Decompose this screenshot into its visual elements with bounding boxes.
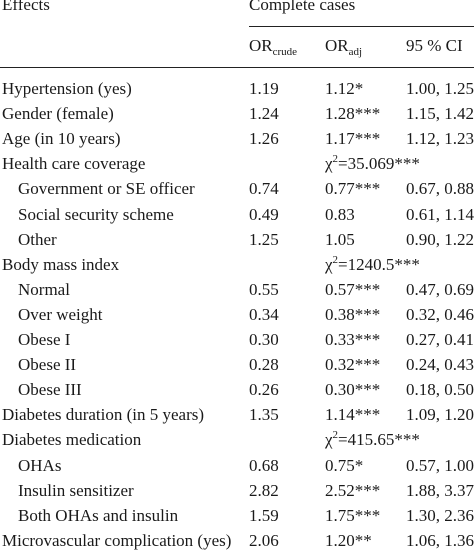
table-row: Health care coverage χ2=35.069*** — [0, 153, 474, 178]
ci-cell: 0.57, 1.00 — [406, 455, 474, 475]
row-label: Social security scheme — [18, 204, 174, 224]
table-row: Obese II 0.28 0.32*** 0.24, 0.43 — [0, 355, 474, 379]
row-label: Over weight — [18, 304, 103, 324]
row-label: Diabetes duration (in 5 years) — [2, 405, 205, 425]
table-row: Hypertension (yes) 1.19 1.12* 1.00, 1.25 — [0, 79, 474, 103]
ci-cell: 1.88, 3.37 — [406, 480, 474, 500]
table-row: Gender (female) 1.24 1.28*** 1.15, 1.42 — [0, 104, 474, 128]
or-crude-cell: 0.74 — [249, 179, 279, 199]
chi-square-stat: χ2=1240.5*** — [325, 253, 420, 274]
table-row: Diabetes duration (in 5 years) 1.35 1.14**… — [0, 405, 474, 429]
or-crude-cell: 0.68 — [249, 455, 279, 475]
row-label: Hypertension (yes) — [2, 79, 132, 98]
or-crude-cell: 0.28 — [249, 355, 279, 375]
table-row: Insulin sensitizer 2.82 2.52*** 1.88, 3.37 — [0, 481, 474, 505]
or-adj-header: ORadj — [325, 36, 363, 58]
table-row: Obese I 0.30 0.33*** 0.27, 0.41 — [0, 330, 474, 354]
or-adj-cell: 1.14*** — [325, 405, 381, 425]
or-adj-cell: 0.77*** — [325, 179, 381, 199]
chi-square-stat: χ2=35.069*** — [325, 153, 420, 174]
ci-cell: 1.06, 1.36 — [406, 530, 474, 550]
or-adj-cell: 2.52*** — [325, 480, 381, 500]
ci-cell: 0.24, 0.43 — [406, 355, 474, 375]
ci-cell: 0.90, 1.22 — [406, 229, 474, 249]
ci-cell: 0.18, 0.50 — [406, 380, 474, 400]
ci-cell: 0.27, 0.41 — [406, 330, 474, 349]
complete-cases-header: Complete cases — [249, 0, 356, 14]
table-row: Other 1.25 1.05 0.90, 1.22 — [0, 230, 474, 254]
row-label: Gender (female) — [2, 104, 114, 124]
table-row: Over weight 0.34 0.38*** 0.32, 0.46 — [0, 305, 474, 329]
row-label: Microvascular complication (yes) — [2, 530, 232, 550]
or-adj-cell: 1.28*** — [325, 104, 381, 124]
row-label: Insulin sensitizer — [18, 480, 134, 500]
or-crude-header: ORcrude — [249, 36, 298, 58]
ci-cell: 0.47, 0.69 — [406, 279, 474, 299]
effects-header: Effects — [2, 0, 50, 14]
or-adj-cell: 0.32*** — [325, 355, 381, 375]
table-row: Body mass index χ2=1240.5*** — [0, 253, 474, 279]
ci-cell: 0.61, 1.14 — [406, 204, 474, 224]
or-crude-cell: 1.19 — [249, 79, 279, 98]
ci-cell: 1.12, 1.23 — [406, 129, 474, 149]
ci-header: 95 % CI — [406, 36, 463, 55]
or-crude-cell: 2.82 — [249, 480, 279, 500]
ci-cell: 0.32, 0.46 — [406, 304, 474, 324]
or-crude-cell: 0.49 — [249, 204, 279, 224]
or-adj-cell: 0.83 — [325, 204, 355, 224]
table-row: Obese III 0.26 0.30*** 0.18, 0.50 — [0, 380, 474, 404]
or-crude-cell: 1.24 — [249, 104, 279, 124]
or-crude-cell: 0.30 — [249, 330, 279, 349]
ci-cell: 1.15, 1.42 — [406, 104, 474, 124]
or-adj-cell: 1.05 — [325, 229, 355, 249]
table-row: Age (in 10 years) 1.26 1.17*** 1.12, 1.23 — [0, 129, 474, 153]
row-label: Obese III — [18, 380, 82, 400]
row-label: Government or SE officer — [18, 179, 195, 199]
or-crude-cell: 0.26 — [249, 380, 279, 400]
table-row: Microvascular complication (yes) 2.06 1.20… — [0, 531, 474, 555]
or-adj-cell: 0.33*** — [325, 330, 381, 349]
table-row: Diabetes medication χ2=415.65*** — [0, 429, 474, 454]
or-adj-cell: 0.38*** — [325, 304, 381, 324]
header-rule — [0, 67, 474, 68]
row-label: Obese II — [18, 355, 77, 375]
or-adj-cell: 1.20** — [325, 530, 372, 550]
ci-cell: 1.09, 1.20 — [406, 405, 474, 425]
or-crude-cell: 1.26 — [249, 129, 279, 149]
or-crude-cell: 1.35 — [249, 405, 279, 425]
table-row: Normal 0.55 0.57*** 0.47, 0.69 — [0, 280, 474, 304]
row-label: Diabetes medication — [2, 430, 142, 450]
or-adj-cell: 1.17*** — [325, 129, 381, 149]
ci-cell: 1.00, 1.25 — [406, 79, 474, 98]
or-crude-cell: 1.59 — [249, 505, 279, 525]
or-adj-cell: 0.30*** — [325, 380, 381, 400]
chi-square-stat: χ2=415.65*** — [325, 429, 420, 450]
or-crude-cell: 0.55 — [249, 279, 279, 299]
group-underline — [249, 26, 474, 27]
row-label: Age (in 10 years) — [2, 129, 121, 149]
or-crude-cell: 0.34 — [249, 304, 279, 324]
row-label: Health care coverage — [2, 154, 146, 174]
row-label: Body mass index — [2, 254, 120, 274]
row-label: Obese I — [18, 330, 71, 349]
or-crude-cell: 2.06 — [249, 530, 279, 550]
row-label: Other — [18, 229, 57, 249]
or-adj-cell: 1.12* — [325, 79, 364, 98]
table-row: Government or SE officer 0.74 0.77*** 0.67,… — [0, 179, 474, 203]
row-label: Normal — [18, 279, 70, 299]
row-label: Both OHAs and insulin — [18, 505, 179, 525]
or-adj-cell: 1.75*** — [325, 505, 381, 525]
or-crude-cell: 1.25 — [249, 229, 279, 249]
row-label: OHAs — [18, 455, 62, 475]
or-adj-cell: 0.75* — [325, 455, 364, 475]
ci-cell: 1.30, 2.36 — [406, 505, 474, 525]
table-row: OHAs 0.68 0.75* 0.57, 1.00 — [0, 456, 474, 480]
or-adj-cell: 0.57*** — [325, 279, 381, 299]
table-row: Both OHAs and insulin 1.59 1.75*** 1.30, 2.… — [0, 506, 474, 530]
ci-cell: 0.67, 0.88 — [406, 179, 474, 199]
table-row: Social security scheme 0.49 0.83 0.61, 1.14 — [0, 205, 474, 229]
